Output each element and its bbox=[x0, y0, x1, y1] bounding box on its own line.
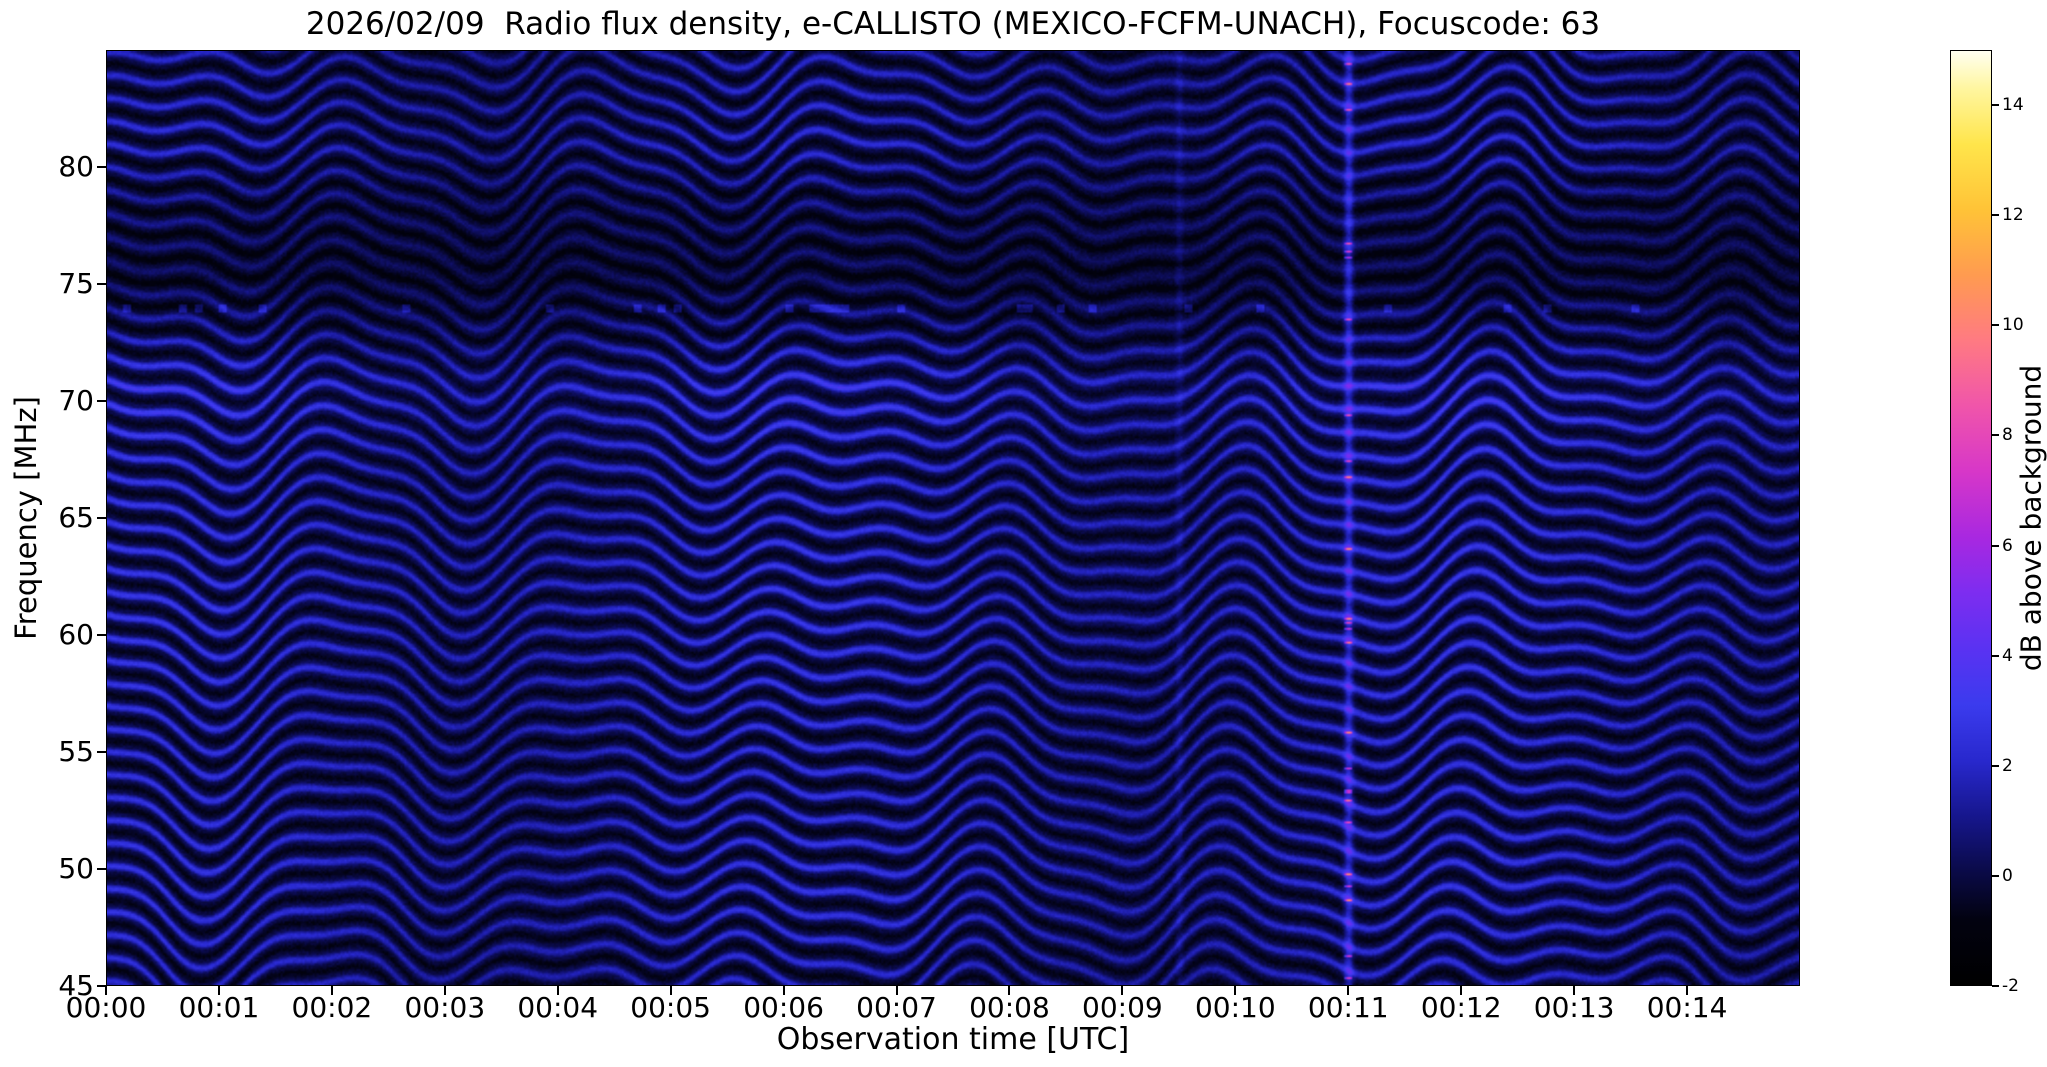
x-tick-label: 00:01 bbox=[178, 991, 260, 1024]
x-tick-label: 00:06 bbox=[743, 991, 824, 1024]
y-tick-mark bbox=[97, 517, 106, 519]
x-tick-mark bbox=[782, 986, 785, 995]
y-tick-mark bbox=[97, 985, 106, 987]
colorbar-tick-label: 0 bbox=[2002, 865, 2013, 886]
x-tick-mark bbox=[1008, 986, 1011, 995]
colorbar-tick-mark bbox=[1992, 874, 1999, 877]
colorbar-tick-label: 10 bbox=[2002, 315, 2024, 336]
x-tick-mark bbox=[1234, 986, 1237, 995]
x-tick-mark bbox=[1347, 986, 1350, 995]
y-tick-mark bbox=[97, 868, 106, 870]
y-tick-mark bbox=[97, 283, 106, 285]
plot-area bbox=[106, 50, 1800, 986]
colorbar-tick-mark bbox=[1992, 104, 1999, 107]
x-tick-label: 00:10 bbox=[1194, 991, 1276, 1024]
y-tick-label: 70 bbox=[58, 384, 94, 417]
colorbar-tick-mark bbox=[1992, 654, 1999, 657]
x-tick-label: 00:13 bbox=[1533, 991, 1615, 1024]
y-tick-mark bbox=[97, 751, 106, 753]
y-tick-label: 75 bbox=[58, 267, 94, 300]
colorbar-tick-label: -2 bbox=[2002, 976, 2019, 996]
x-tick-mark bbox=[556, 986, 559, 995]
x-tick-label: 00:11 bbox=[1307, 991, 1389, 1024]
y-tick-mark bbox=[97, 166, 106, 168]
figure-title: 2026/02/09 Radio flux density, e-CALLIST… bbox=[305, 6, 1601, 42]
x-tick-label: 00:00 bbox=[65, 991, 147, 1024]
colorbar-tick-label: 12 bbox=[2002, 205, 2024, 226]
spectrogram-canvas bbox=[107, 51, 1799, 985]
x-tick-label: 00:03 bbox=[404, 991, 486, 1024]
y-tick-mark bbox=[97, 634, 106, 636]
colorbar-tick-label: 14 bbox=[2002, 95, 2024, 116]
colorbar-tick-label: 8 bbox=[2002, 425, 2013, 446]
y-tick-label: 60 bbox=[58, 618, 94, 651]
colorbar bbox=[1950, 50, 1992, 986]
x-tick-mark bbox=[443, 986, 446, 995]
y-tick-label: 45 bbox=[58, 969, 94, 1002]
colorbar-tick-mark bbox=[1992, 985, 1999, 987]
x-tick-label: 00:09 bbox=[1082, 991, 1163, 1024]
colorbar-tick-mark bbox=[1992, 544, 1999, 547]
colorbar-tick-mark bbox=[1992, 434, 1999, 437]
y-tick-label: 65 bbox=[58, 501, 94, 534]
y-tick-label: 50 bbox=[58, 852, 94, 885]
x-tick-label: 00:02 bbox=[291, 991, 373, 1024]
x-tick-mark bbox=[1573, 986, 1576, 995]
x-tick-label: 00:08 bbox=[969, 991, 1050, 1024]
x-tick-mark bbox=[330, 986, 333, 995]
x-tick-label: 00:12 bbox=[1420, 991, 1502, 1024]
x-tick-label: 00:07 bbox=[856, 991, 937, 1024]
y-tick-label: 80 bbox=[58, 150, 94, 183]
y-tick-label: 55 bbox=[58, 735, 94, 768]
x-tick-mark bbox=[1460, 986, 1463, 995]
colorbar-tick-mark bbox=[1992, 214, 1999, 217]
colorbar-label: dB above background bbox=[2014, 364, 2047, 672]
colorbar-tick-label: 2 bbox=[2002, 755, 2013, 776]
x-tick-mark bbox=[1121, 986, 1124, 995]
x-tick-mark bbox=[895, 986, 898, 995]
x-tick-label: 00:14 bbox=[1646, 991, 1728, 1024]
x-axis-label: Observation time [UTC] bbox=[776, 1022, 1130, 1057]
colorbar-tick-mark bbox=[1992, 324, 1999, 327]
x-tick-label: 00:04 bbox=[517, 991, 599, 1024]
x-tick-label: 00:05 bbox=[630, 991, 712, 1024]
y-tick-mark bbox=[97, 400, 106, 402]
x-tick-mark bbox=[105, 986, 107, 995]
x-tick-mark bbox=[1686, 986, 1689, 995]
colorbar-tick-mark bbox=[1992, 764, 1999, 767]
colorbar-tick-label: 4 bbox=[2002, 645, 2013, 666]
x-tick-mark bbox=[669, 986, 672, 995]
colorbar-tick-label: 6 bbox=[2002, 535, 2013, 556]
x-tick-mark bbox=[217, 986, 220, 995]
